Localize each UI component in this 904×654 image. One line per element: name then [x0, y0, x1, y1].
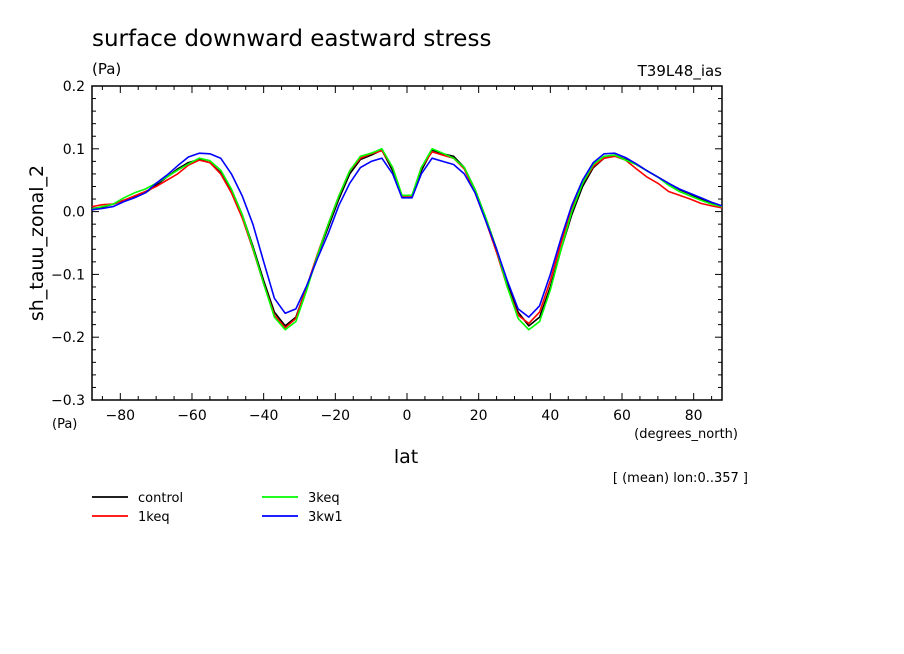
mean-annotation: [ (mean) lon:0..357 ]: [613, 471, 748, 486]
x-tick-label: −80: [106, 408, 136, 424]
series-line-control: [91, 149, 723, 327]
x-axis-units: (degrees_north): [634, 427, 738, 442]
legend-label-3keq: 3keq: [308, 491, 340, 506]
y-tick-label: −0.2: [51, 330, 85, 346]
title-units: (Pa): [92, 60, 121, 78]
legend-label-3kw1: 3kw1: [308, 510, 343, 525]
y-tick-label: 0.1: [63, 142, 85, 158]
x-tick-label: −40: [249, 408, 279, 424]
x-tick-label: −60: [177, 408, 207, 424]
y-axis-units: (Pa): [52, 417, 77, 432]
x-tick-label: 0: [403, 408, 412, 424]
y-tick-label: −0.1: [51, 267, 85, 283]
axis-ticks: [92, 85, 722, 401]
chart-title: surface downward eastward stress: [92, 26, 491, 52]
x-tick-label: −20: [321, 408, 351, 424]
x-tick-label: 20: [470, 408, 488, 424]
x-tick-label: 60: [613, 408, 631, 424]
y-axis-title: sh_tauu_zonal_2: [26, 165, 48, 321]
legend: control 1keq 3keq 3kw1: [92, 491, 343, 525]
y-tick-label: −0.3: [51, 393, 85, 409]
x-tick-label: 40: [541, 408, 559, 424]
x-tick-label: 80: [685, 408, 703, 424]
series-line-3kw1: [91, 152, 723, 318]
series-lines: [91, 148, 723, 331]
series-line-3keq: [91, 148, 723, 331]
x-axis-title: lat: [394, 446, 418, 468]
y-tick-label: 0.2: [63, 79, 85, 95]
legend-label-1keq: 1keq: [138, 510, 170, 525]
series-line-1keq: [91, 149, 723, 329]
tick-labels: −80 −60 −40 −20 0 20 40 60 80 0.2 0.1 0.0 −0.1 −0.2 −0…: [51, 79, 703, 424]
experiment-label: T39L48_ias: [637, 62, 723, 81]
plot-frame: [91, 85, 723, 401]
y-tick-label: 0.0: [63, 205, 85, 221]
legend-label-control: control: [138, 491, 183, 506]
